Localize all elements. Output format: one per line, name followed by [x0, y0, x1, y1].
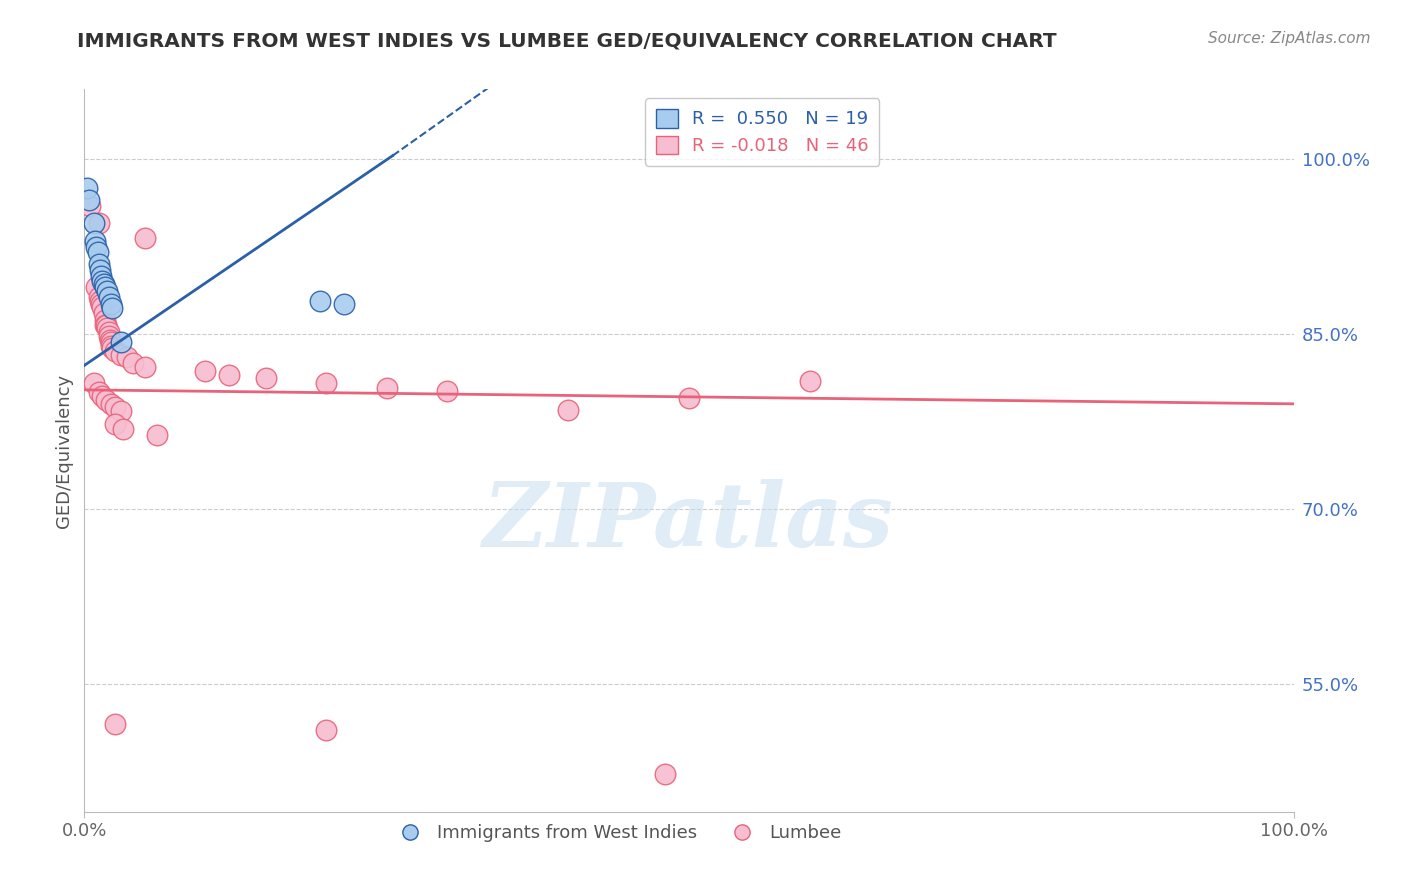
Point: [93, 306, 115, 320]
Point: [87, 290, 110, 304]
Point: [94, 318, 117, 332]
Point: [315, 723, 337, 738]
Point: [94, 318, 117, 332]
Point: [94, 280, 117, 294]
Point: [86, 245, 108, 260]
Point: [254, 371, 277, 385]
Point: [84, 234, 107, 248]
Point: [799, 374, 821, 388]
Point: [104, 417, 127, 431]
Point: [436, 384, 458, 398]
Point: [100, 397, 122, 411]
Point: [218, 368, 240, 382]
Point: [104, 344, 127, 359]
Point: [110, 334, 132, 349]
Point: [77, 193, 100, 207]
Text: IMMIGRANTS FROM WEST INDIES VS LUMBEE GED/EQUIVALENCY CORRELATION CHART: IMMIGRANTS FROM WEST INDIES VS LUMBEE GE…: [77, 31, 1057, 50]
Point: [93, 277, 115, 291]
Point: [86, 239, 108, 253]
Point: [101, 301, 124, 316]
Point: [333, 296, 356, 310]
Point: [101, 341, 124, 355]
Point: [97, 329, 120, 343]
Point: [91, 300, 114, 314]
Point: [89, 263, 111, 277]
Point: [115, 350, 138, 364]
Point: [375, 380, 398, 394]
Point: [98, 333, 121, 347]
Point: [83, 216, 105, 230]
Point: [194, 364, 217, 378]
Point: [87, 216, 110, 230]
Point: [97, 290, 120, 304]
Point: [100, 334, 122, 349]
Point: [121, 356, 143, 370]
Point: [134, 231, 156, 245]
Point: [110, 348, 132, 362]
Text: ZIPatlas: ZIPatlas: [484, 480, 894, 566]
Point: [100, 296, 122, 310]
Point: [90, 296, 112, 310]
Point: [76, 181, 98, 195]
Point: [97, 325, 120, 339]
Point: [86, 280, 108, 294]
Point: [146, 428, 169, 442]
Point: [100, 338, 122, 352]
Point: [134, 359, 156, 374]
Point: [96, 284, 118, 298]
Point: [309, 294, 332, 309]
Point: [83, 376, 105, 390]
Point: [104, 717, 127, 731]
Point: [91, 275, 114, 289]
Point: [87, 257, 110, 271]
Point: [654, 767, 676, 781]
Point: [91, 389, 114, 403]
Point: [112, 422, 135, 436]
Point: [678, 391, 700, 405]
Point: [110, 404, 132, 418]
Legend: Immigrants from West Indies, Lumbee: Immigrants from West Indies, Lumbee: [384, 817, 848, 850]
Text: Source: ZipAtlas.com: Source: ZipAtlas.com: [1208, 31, 1371, 46]
Point: [87, 385, 110, 400]
Point: [96, 321, 118, 335]
Point: [557, 402, 579, 417]
Point: [89, 294, 111, 309]
Point: [94, 393, 117, 408]
Point: [90, 268, 112, 283]
Point: [79, 199, 101, 213]
Y-axis label: GED/Equivalency: GED/Equivalency: [55, 374, 73, 527]
Point: [104, 401, 127, 415]
Point: [315, 376, 337, 390]
Point: [94, 313, 117, 327]
